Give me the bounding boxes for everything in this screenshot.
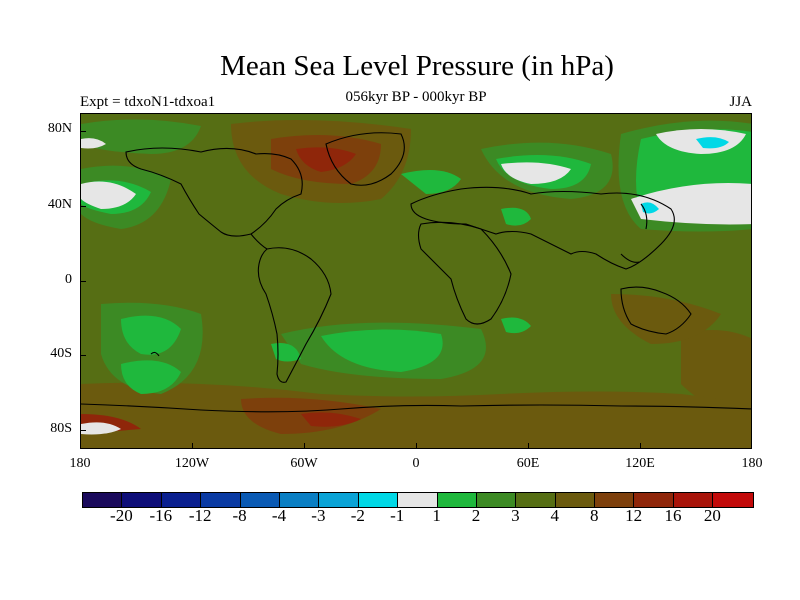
colorbar-swatch (319, 493, 359, 507)
lon-label-60w: 60W (290, 456, 318, 471)
lat-label-80s: 80S (50, 421, 72, 436)
map-title: Mean Sea Level Pressure (in hPa) (220, 50, 614, 82)
colorbar-tick-label: -2 (350, 506, 365, 525)
lon-label-120e: 120E (625, 456, 655, 471)
season-label: JJA (729, 94, 752, 110)
colorbar-tick-label: 12 (625, 506, 643, 525)
colorbar-swatch (713, 493, 753, 507)
colorbar-tick-label: -8 (232, 506, 247, 525)
colorbar-swatch (516, 493, 556, 507)
colorbar-swatch (476, 493, 517, 507)
lat-label-40n: 40N (47, 197, 72, 212)
lon-label-120w: 120W (174, 456, 210, 471)
colorbar-tick-label: -4 (271, 506, 287, 525)
lat-tick (80, 281, 86, 282)
experiment-label: Expt = tdxoN1-tdxoa1 (80, 94, 216, 110)
lon-tick (528, 443, 529, 449)
colorbar-tick-label: -3 (311, 506, 326, 525)
colorbar-swatch (240, 493, 280, 507)
lon-label-0: 0 (412, 456, 420, 471)
colorbar-swatch (595, 493, 635, 507)
lon-tick (192, 443, 193, 449)
lon-tick (416, 443, 417, 449)
colorbar-swatch (398, 493, 438, 507)
colorbar-swatch (437, 493, 477, 507)
colorbar-tick-label: 20 (703, 506, 721, 525)
colorbar-tick-label: 16 (664, 506, 682, 525)
lon-label-180w: 180 (69, 456, 91, 471)
colorbar-tick-label: 4 (550, 506, 560, 525)
colorbar-tick-label: 8 (589, 506, 599, 525)
map-canvas (81, 114, 751, 448)
lon-label-60e: 60E (516, 456, 540, 471)
colorbar-tick-label: 2 (471, 506, 481, 525)
colorbar-swatch (201, 493, 241, 507)
colorbar-swatch (83, 493, 123, 507)
colorbar-swatch (673, 493, 714, 507)
pressure-map (80, 113, 752, 449)
lat-tick (80, 355, 86, 356)
lat-tick (80, 430, 86, 431)
map-subtitle: 056kyr BP - 000kyr BP (345, 89, 487, 105)
positive-anomaly-regions (81, 120, 751, 448)
colorbar-swatch (358, 493, 399, 507)
colorbar-tick-label: -20 (110, 506, 133, 525)
colorbar-tick-label: 1 (432, 506, 441, 525)
near-zero-regions (81, 129, 751, 435)
lat-label-0: 0 (65, 272, 72, 287)
colorbar-tick-label: 3 (511, 506, 520, 525)
colorbar-tick-label: -1 (390, 506, 405, 525)
lat-tick (80, 131, 86, 132)
colorbar-tick-label: -16 (149, 506, 173, 525)
colorbar (82, 492, 754, 508)
lon-tick (640, 443, 641, 449)
lon-label-180e: 180 (741, 456, 763, 471)
colorbar-swatch (634, 493, 674, 507)
colorbar-swatch (279, 493, 320, 507)
lon-tick (304, 443, 305, 449)
lat-label-80n: 80N (47, 121, 72, 136)
colorbar-swatch (555, 493, 596, 507)
lat-label-40s: 40S (50, 346, 72, 361)
lat-tick (80, 206, 86, 207)
colorbar-swatch (161, 493, 202, 507)
colorbar-swatch (122, 493, 162, 507)
coastlines (81, 132, 751, 413)
colorbar-tick-label: -12 (188, 506, 212, 525)
